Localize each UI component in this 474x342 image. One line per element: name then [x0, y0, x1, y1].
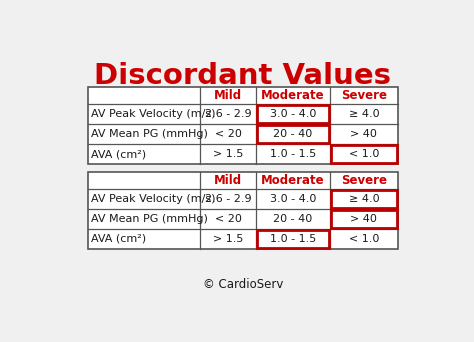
Bar: [331, 190, 397, 208]
Bar: [88, 172, 398, 249]
Text: © CardioServ: © CardioServ: [203, 277, 283, 290]
Text: Mild: Mild: [214, 89, 242, 102]
Text: Severe: Severe: [341, 89, 387, 102]
Text: Discordant Values: Discordant Values: [94, 62, 392, 90]
Text: < 1.0: < 1.0: [349, 149, 379, 159]
Text: 1.0 - 1.5: 1.0 - 1.5: [270, 234, 316, 244]
Text: 3.0 - 4.0: 3.0 - 4.0: [270, 109, 316, 119]
Text: 20 - 40: 20 - 40: [273, 129, 312, 139]
Text: Moderate: Moderate: [261, 174, 325, 187]
Text: > 40: > 40: [350, 214, 377, 224]
Text: AVA (cm²): AVA (cm²): [91, 234, 146, 244]
Text: < 20: < 20: [215, 214, 242, 224]
Text: 1.0 - 1.5: 1.0 - 1.5: [270, 149, 316, 159]
Text: > 1.5: > 1.5: [213, 234, 243, 244]
Bar: [257, 105, 328, 123]
Text: 2.6 - 2.9: 2.6 - 2.9: [205, 194, 252, 204]
Text: > 40: > 40: [350, 129, 377, 139]
Text: AV Mean PG (mmHg): AV Mean PG (mmHg): [91, 214, 208, 224]
Text: < 1.0: < 1.0: [349, 234, 379, 244]
Text: 20 - 40: 20 - 40: [273, 214, 312, 224]
Text: ≥ 4.0: ≥ 4.0: [348, 109, 379, 119]
Text: < 20: < 20: [215, 129, 242, 139]
Text: AV Peak Velocity (m/s): AV Peak Velocity (m/s): [91, 194, 216, 204]
Text: 2.6 - 2.9: 2.6 - 2.9: [205, 109, 252, 119]
Text: Mild: Mild: [214, 174, 242, 187]
Text: Moderate: Moderate: [261, 89, 325, 102]
Text: Severe: Severe: [341, 174, 387, 187]
Bar: [331, 145, 397, 163]
Text: AV Mean PG (mmHg): AV Mean PG (mmHg): [91, 129, 208, 139]
Bar: [88, 87, 398, 164]
Text: > 1.5: > 1.5: [213, 149, 243, 159]
Text: AVA (cm²): AVA (cm²): [91, 149, 146, 159]
Bar: [257, 230, 328, 248]
Bar: [257, 126, 328, 143]
Text: 3.0 - 4.0: 3.0 - 4.0: [270, 194, 316, 204]
Bar: [331, 210, 397, 228]
Text: AV Peak Velocity (m/s): AV Peak Velocity (m/s): [91, 109, 216, 119]
Text: ≥ 4.0: ≥ 4.0: [348, 194, 379, 204]
